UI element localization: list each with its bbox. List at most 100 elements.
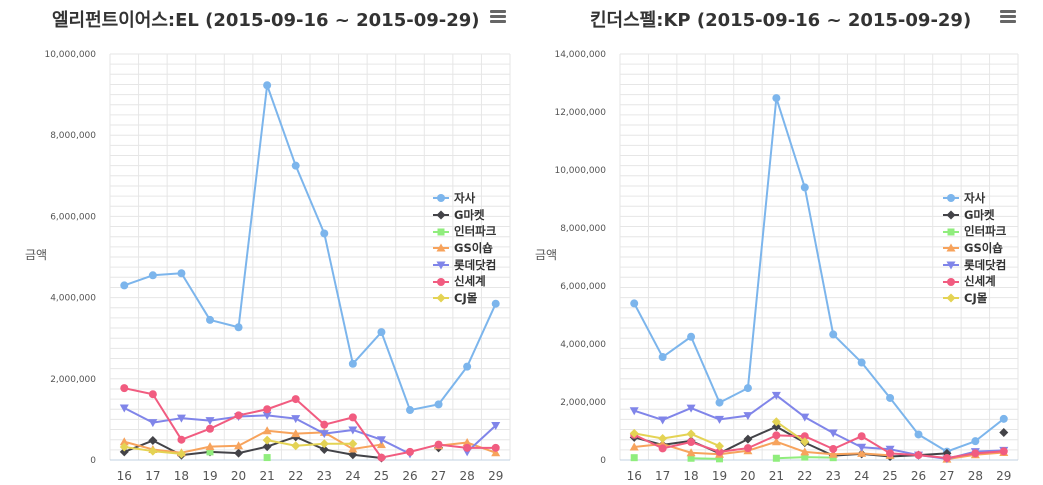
data-point[interactable] xyxy=(800,413,810,422)
data-point[interactable] xyxy=(291,441,301,451)
data-point[interactable] xyxy=(348,413,357,422)
data-point[interactable] xyxy=(320,229,329,238)
data-point[interactable] xyxy=(629,407,639,416)
legend-item[interactable]: G마켓 xyxy=(942,207,1006,224)
data-point[interactable] xyxy=(463,362,472,371)
data-point[interactable] xyxy=(206,448,214,456)
data-point[interactable] xyxy=(120,281,129,290)
data-point[interactable] xyxy=(262,435,272,445)
data-point[interactable] xyxy=(148,436,158,446)
data-point[interactable] xyxy=(772,94,781,103)
data-point[interactable] xyxy=(119,404,129,413)
legend-item[interactable]: 신세계 xyxy=(432,273,496,290)
data-point[interactable] xyxy=(771,422,781,432)
data-point[interactable] xyxy=(800,437,810,447)
data-point[interactable] xyxy=(206,424,214,433)
data-point[interactable] xyxy=(462,438,472,447)
data-point[interactable] xyxy=(716,455,723,463)
data-point[interactable] xyxy=(857,448,867,457)
data-point[interactable] xyxy=(658,416,668,425)
data-point[interactable] xyxy=(914,451,923,460)
data-point[interactable] xyxy=(348,439,358,449)
data-point[interactable] xyxy=(463,443,472,452)
data-point[interactable] xyxy=(148,446,158,456)
legend-item[interactable]: G마켓 xyxy=(432,207,496,224)
data-point[interactable] xyxy=(629,442,639,451)
data-point[interactable] xyxy=(148,271,157,280)
data-point[interactable] xyxy=(828,429,838,438)
data-point[interactable] xyxy=(376,436,386,445)
data-point[interactable] xyxy=(743,434,753,444)
legend-item[interactable]: 인터파크 xyxy=(432,223,496,240)
data-point[interactable] xyxy=(291,415,301,424)
data-point[interactable] xyxy=(177,435,186,444)
data-point[interactable] xyxy=(771,417,781,427)
data-point[interactable] xyxy=(319,430,329,439)
data-point[interactable] xyxy=(771,391,781,400)
export-menu-icon[interactable] xyxy=(1000,10,1016,24)
data-point[interactable] xyxy=(686,448,696,457)
legend-item[interactable]: CJ몰 xyxy=(432,290,496,307)
legend-item[interactable]: 자사 xyxy=(432,190,496,207)
data-point[interactable] xyxy=(491,299,500,308)
data-point[interactable] xyxy=(291,395,300,404)
data-point[interactable] xyxy=(857,358,866,367)
data-point[interactable] xyxy=(262,442,272,452)
data-point[interactable] xyxy=(406,447,414,456)
data-point[interactable] xyxy=(857,432,866,441)
data-point[interactable] xyxy=(743,412,753,421)
data-point[interactable] xyxy=(291,161,300,170)
data-point[interactable] xyxy=(205,417,215,426)
data-point[interactable] xyxy=(658,444,667,453)
data-point[interactable] xyxy=(491,421,501,430)
data-point[interactable] xyxy=(348,426,358,435)
data-point[interactable] xyxy=(743,444,752,453)
data-point[interactable] xyxy=(119,442,129,452)
data-point[interactable] xyxy=(715,441,724,451)
data-point[interactable] xyxy=(658,353,667,362)
data-point[interactable] xyxy=(828,449,838,458)
legend-item[interactable]: 자사 xyxy=(942,190,1006,207)
data-point[interactable] xyxy=(829,444,838,453)
data-point[interactable] xyxy=(800,183,809,192)
data-point[interactable] xyxy=(491,443,500,452)
data-point[interactable] xyxy=(263,454,271,462)
export-menu-icon[interactable] xyxy=(490,10,506,24)
data-point[interactable] xyxy=(971,437,980,446)
data-point[interactable] xyxy=(319,439,329,449)
data-point[interactable] xyxy=(234,448,244,458)
data-point[interactable] xyxy=(715,398,724,407)
data-point[interactable] xyxy=(658,434,668,444)
data-point[interactable] xyxy=(772,454,780,462)
data-point[interactable] xyxy=(629,428,639,438)
data-point[interactable] xyxy=(829,330,838,339)
data-point[interactable] xyxy=(999,414,1008,423)
data-point[interactable] xyxy=(434,440,443,449)
data-point[interactable] xyxy=(800,447,810,456)
legend-item[interactable]: 롯데닷컴 xyxy=(432,257,496,274)
legend-item[interactable]: 신세계 xyxy=(942,273,1006,290)
data-point[interactable] xyxy=(234,411,243,420)
data-point[interactable] xyxy=(177,269,186,278)
data-point[interactable] xyxy=(715,447,724,456)
data-point[interactable] xyxy=(743,384,752,393)
data-point[interactable] xyxy=(630,299,639,308)
data-point[interactable] xyxy=(234,323,243,332)
data-point[interactable] xyxy=(801,453,809,461)
data-point[interactable] xyxy=(119,447,129,457)
data-point[interactable] xyxy=(406,406,414,415)
data-point[interactable] xyxy=(772,431,781,440)
data-point[interactable] xyxy=(263,81,272,90)
data-point[interactable] xyxy=(348,359,357,368)
legend-item[interactable]: GS이숍 xyxy=(432,240,496,257)
legend-item[interactable]: 인터파크 xyxy=(942,223,1006,240)
data-point[interactable] xyxy=(176,414,186,423)
data-point[interactable] xyxy=(205,442,215,451)
data-point[interactable] xyxy=(686,429,696,439)
data-point[interactable] xyxy=(687,332,696,341)
data-point[interactable] xyxy=(262,426,272,435)
data-point[interactable] xyxy=(320,420,329,429)
data-point[interactable] xyxy=(234,441,244,450)
data-point[interactable] xyxy=(377,328,386,337)
data-point[interactable] xyxy=(687,438,696,447)
